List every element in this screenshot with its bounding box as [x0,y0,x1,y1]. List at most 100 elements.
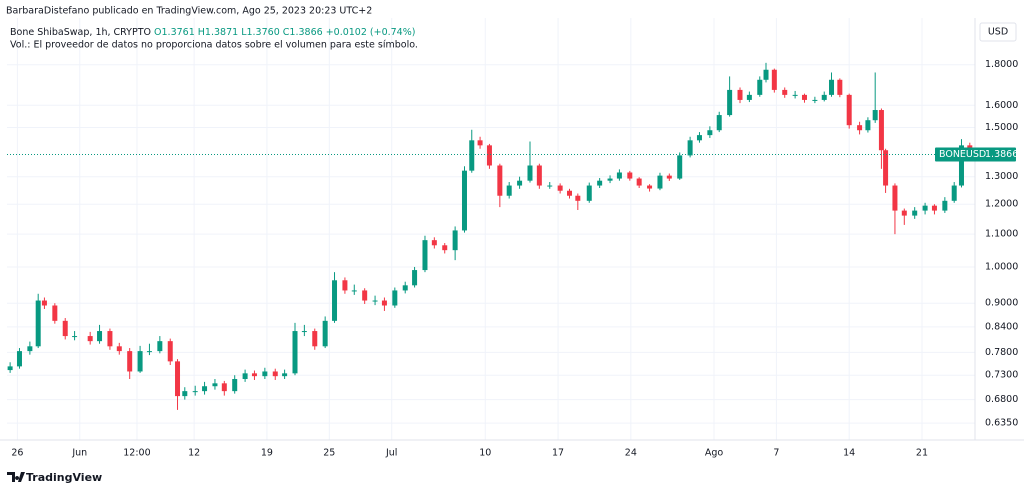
candle-body [72,336,78,338]
x-tick-label: 14 [843,448,855,459]
candle-body [878,110,884,151]
candle-body [707,130,713,136]
x-tick-label: 24 [625,448,637,459]
x-tick-label: 26 [11,448,23,459]
candle-body [477,140,483,146]
candle-body [627,172,633,179]
candle-body [912,210,918,216]
candle-body [557,185,563,191]
ohlc-close: C1.3866 [283,27,323,38]
x-tick-label: 12 [188,448,200,459]
x-tick-label: Ago [705,448,724,459]
candle-body [87,336,93,342]
candle-body [872,110,878,121]
candle-body [922,205,928,211]
candle-body [402,285,408,291]
candle-body [137,351,143,372]
candle-body [431,240,437,246]
y-tick-label: 0.7300 [985,370,1018,381]
candle-body [469,140,475,171]
candle-body [812,99,818,101]
candle-body [657,175,663,189]
candle-body [232,379,238,392]
candle-body [292,331,298,374]
candle-body [442,245,448,251]
candle-body [677,155,683,179]
candle-body [931,205,937,211]
volume-note: Vol.: El proveedor de datos no proporcio… [10,40,418,51]
candle-body [157,341,163,352]
candle-body [586,185,592,201]
x-tick-label: 10 [479,448,491,459]
candle-body [696,135,702,141]
candle-body [746,94,752,100]
candle-body [35,300,41,347]
candle-body [342,280,348,291]
candle-body [666,175,672,179]
candle-body [737,89,743,100]
candle-body [381,300,387,306]
candle-body [517,180,523,186]
candle-body [536,165,542,186]
candle-body [422,240,428,271]
ohlc-low: L1.3760 [241,27,280,38]
y-tick-label: 0.9000 [985,298,1018,309]
candle-body [7,366,13,371]
candle-body [497,165,503,196]
candle-body [97,331,103,342]
candle-body [837,79,843,95]
y-tick-label: 1.5000 [985,122,1018,133]
currency[interactable]: USD [988,27,1008,38]
candle-body [262,371,268,377]
published-note: BarbaraDistefano publicado en TradingVie… [6,6,372,17]
candle-body [901,210,907,216]
candle-body [857,125,863,131]
candle-body [782,89,788,95]
candle-body [506,185,512,196]
candle-body [182,391,188,397]
candle-body [865,120,871,131]
y-tick-label: 0.8400 [985,321,1018,332]
candle-body [597,180,603,186]
candle-body [116,346,122,352]
x-tick-label: 19 [261,448,273,459]
y-tick-label: 1.3000 [985,171,1018,182]
candle-body [942,200,948,211]
candle-body [461,170,467,231]
grid [7,18,975,440]
candle-body [212,383,218,387]
candle-body [27,346,33,352]
last-price-label: 1.3866 [985,149,1018,160]
candle-body [636,178,642,186]
ohlc-high: H1.3871 [198,27,238,38]
symbol: Bone ShibaSwap, 1h, CRYPTO [10,27,151,38]
candle-body [763,69,769,80]
candle-body [687,140,693,156]
y-tick-label: 0.6350 [985,418,1018,429]
candle-body [107,331,113,347]
y-tick-label: 1.2000 [985,199,1018,210]
ohlc-open: O1.3761 [154,27,195,38]
candle-body [221,383,227,392]
ohlc-change: +0.0102 (+0.74%) [326,27,416,38]
candle-body [412,270,418,286]
candle-body [801,94,807,100]
candle-body [242,373,248,380]
x-tick-label: Jun [71,448,87,459]
currency-box[interactable] [979,22,1017,42]
y-tick-label: 0.6800 [985,394,1018,405]
candle-body [757,79,763,95]
candle-body [486,145,492,166]
candle-body [175,361,181,397]
candle-body [272,371,278,377]
candle-body [958,145,964,186]
candle-body [392,290,398,306]
candle-body [362,290,368,301]
candle-body [892,185,898,211]
brand: TradingView [26,471,102,484]
candle-body [41,300,47,306]
candle-body [716,115,722,131]
candle-body [567,190,573,196]
x-tick-label: 12:00 [123,448,150,459]
